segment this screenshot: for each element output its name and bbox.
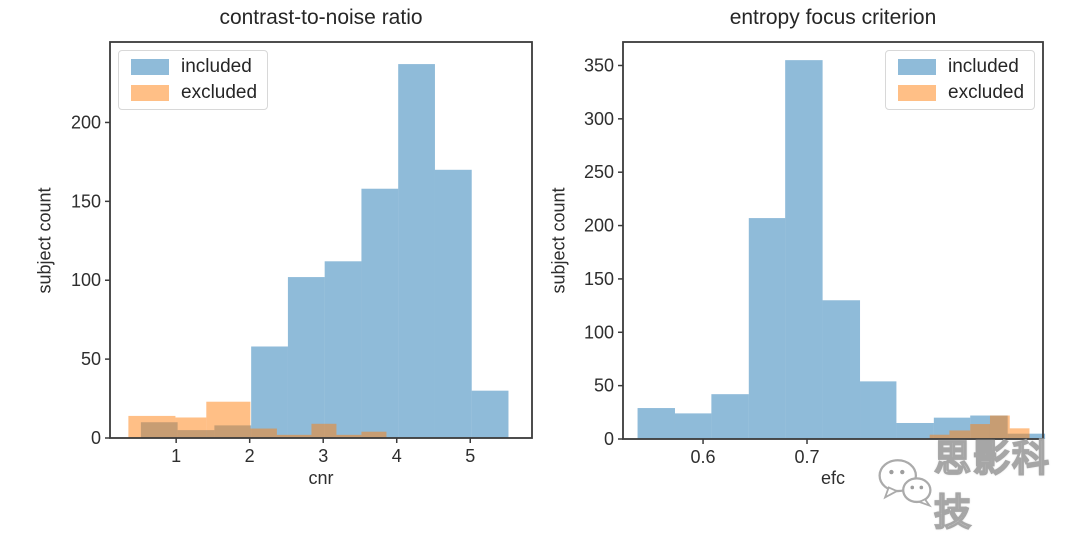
x-tick-label: 0.6 bbox=[691, 447, 716, 467]
included-histogram-bar bbox=[287, 277, 325, 438]
y-tick-label: 50 bbox=[594, 376, 614, 396]
cnr-chart-title: contrast-to-noise ratio bbox=[219, 6, 423, 29]
excluded-histogram-bar bbox=[929, 434, 950, 439]
included-histogram-bar bbox=[637, 408, 675, 439]
efc-y-axis-label: subject count bbox=[548, 187, 569, 294]
included-histogram-bar bbox=[711, 394, 749, 439]
y-tick-label: 150 bbox=[71, 191, 101, 211]
excluded-histogram-bar bbox=[361, 431, 387, 438]
efc-chart-title: entropy focus criterion bbox=[729, 6, 937, 29]
included-histogram-bar bbox=[785, 60, 823, 440]
y-tick-label: 0 bbox=[91, 428, 101, 448]
excluded-histogram-bar bbox=[949, 430, 971, 439]
legend-label-included: included bbox=[181, 56, 252, 77]
included-histogram-bar bbox=[896, 422, 934, 439]
included-color-swatch bbox=[898, 59, 936, 75]
included-color-swatch bbox=[131, 59, 169, 75]
plot-frame bbox=[109, 41, 533, 439]
cnr-x-axis-label: cnr bbox=[308, 468, 334, 488]
legend-label-excluded: excluded bbox=[181, 82, 258, 103]
efc-x-axis-label: efc bbox=[820, 468, 845, 488]
plot-frame bbox=[622, 41, 1044, 440]
y-tick-label: 300 bbox=[584, 109, 614, 129]
x-tick-label: 2 bbox=[245, 446, 255, 466]
excluded-color-swatch bbox=[898, 85, 936, 101]
excluded-histogram-bar bbox=[311, 423, 337, 438]
y-tick-label: 50 bbox=[81, 349, 101, 369]
included-histogram-bar bbox=[748, 218, 786, 439]
y-tick-label: 100 bbox=[584, 322, 614, 342]
y-tick-label: 200 bbox=[71, 112, 101, 132]
y-tick-label: 350 bbox=[584, 55, 614, 75]
cnr-legend: included excluded bbox=[118, 50, 268, 110]
excluded-histogram-bar bbox=[970, 424, 990, 439]
included-histogram-bar bbox=[860, 381, 897, 439]
y-tick-label: 150 bbox=[584, 269, 614, 289]
x-tick-label: 3 bbox=[318, 446, 328, 466]
included-histogram-bar bbox=[361, 188, 399, 438]
excluded-histogram-bar bbox=[1009, 428, 1030, 439]
watermark-text: 思影科技 bbox=[933, 437, 1052, 534]
x-tick-label: 4 bbox=[392, 446, 402, 466]
excluded-histogram-bar bbox=[206, 401, 251, 438]
wechat-icon bbox=[878, 459, 932, 508]
excluded-color-swatch bbox=[131, 85, 169, 101]
x-tick-label: 1 bbox=[171, 446, 181, 466]
excluded-histogram-bar bbox=[276, 434, 312, 438]
excluded-histogram-bar bbox=[336, 434, 362, 438]
excluded-histogram-bar bbox=[175, 417, 207, 438]
excluded-histogram-bar bbox=[128, 415, 176, 438]
y-tick-label: 100 bbox=[71, 270, 101, 290]
legend-label-excluded: excluded bbox=[948, 82, 1025, 103]
y-tick-label: 200 bbox=[584, 216, 614, 236]
excluded-histogram-bar bbox=[250, 428, 277, 438]
legend-label-included: included bbox=[948, 56, 1019, 77]
y-tick-label: 0 bbox=[604, 429, 614, 449]
included-histogram-bar bbox=[398, 64, 435, 438]
legend-item-excluded: excluded bbox=[896, 82, 1024, 104]
y-tick-label: 250 bbox=[584, 162, 614, 182]
included-histogram-bar bbox=[822, 300, 861, 439]
legend-item-included: included bbox=[129, 56, 257, 78]
legend-item-excluded: excluded bbox=[129, 82, 257, 104]
efc-legend: included excluded bbox=[885, 50, 1035, 110]
included-histogram-bar bbox=[471, 390, 509, 438]
included-histogram-bar bbox=[324, 261, 362, 438]
included-histogram-bar bbox=[674, 413, 712, 439]
included-histogram-bar bbox=[251, 346, 288, 438]
cnr-y-axis-label: subject count bbox=[34, 187, 55, 294]
excluded-histogram-bar bbox=[989, 415, 1010, 439]
legend-item-included: included bbox=[896, 56, 1024, 78]
x-tick-label: 0.7 bbox=[794, 447, 819, 467]
x-tick-label: 5 bbox=[465, 446, 475, 466]
included-histogram-bar bbox=[434, 169, 472, 438]
watermark: 思影科技 bbox=[876, 428, 1080, 536]
